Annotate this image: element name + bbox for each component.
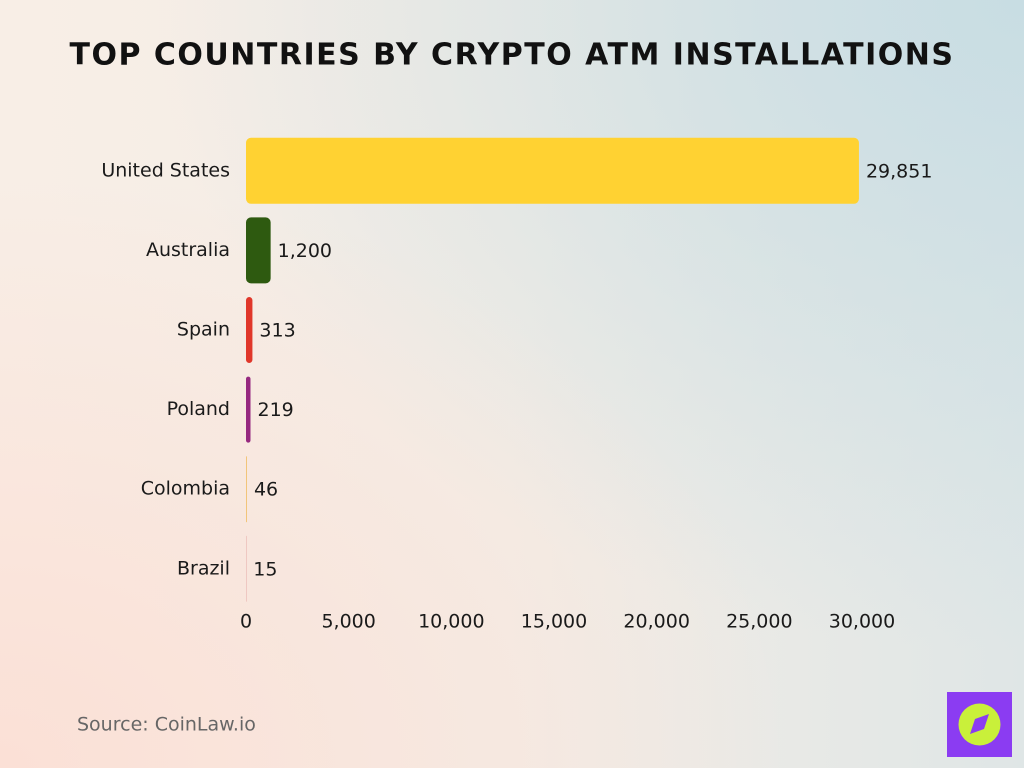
value-label: 1,200 [278,240,332,262]
bar [246,137,859,204]
bar [246,376,251,443]
bar [246,535,247,602]
y-tick-label: United States [101,159,230,181]
bar [246,456,247,523]
bar [246,297,253,363]
value-label: 313 [259,320,295,342]
x-tick-label: 30,000 [829,611,895,633]
x-tick-label: 15,000 [521,611,587,633]
y-tick-label: Poland [167,398,230,420]
y-tick-label: Colombia [141,478,230,500]
y-tick-label: Australia [146,239,230,261]
y-tick-label: Spain [177,319,230,341]
source: Source: CoinLaw.io [77,714,256,736]
logo [947,692,1012,757]
x-tick-label: 10,000 [418,611,484,633]
chart-title: Top Countries by Crypto ATM Installation… [70,38,955,73]
value-label: 46 [254,479,278,501]
x-tick-label: 0 [240,611,252,633]
value-label: 29,851 [866,160,932,182]
bar [246,217,271,284]
value-label: 15 [253,558,277,580]
x-tick-label: 25,000 [726,611,792,633]
x-tick-label: 5,000 [321,611,375,633]
value-label: 219 [257,399,293,421]
y-tick-label: Brazil [177,557,230,579]
x-tick-label: 20,000 [623,611,689,633]
